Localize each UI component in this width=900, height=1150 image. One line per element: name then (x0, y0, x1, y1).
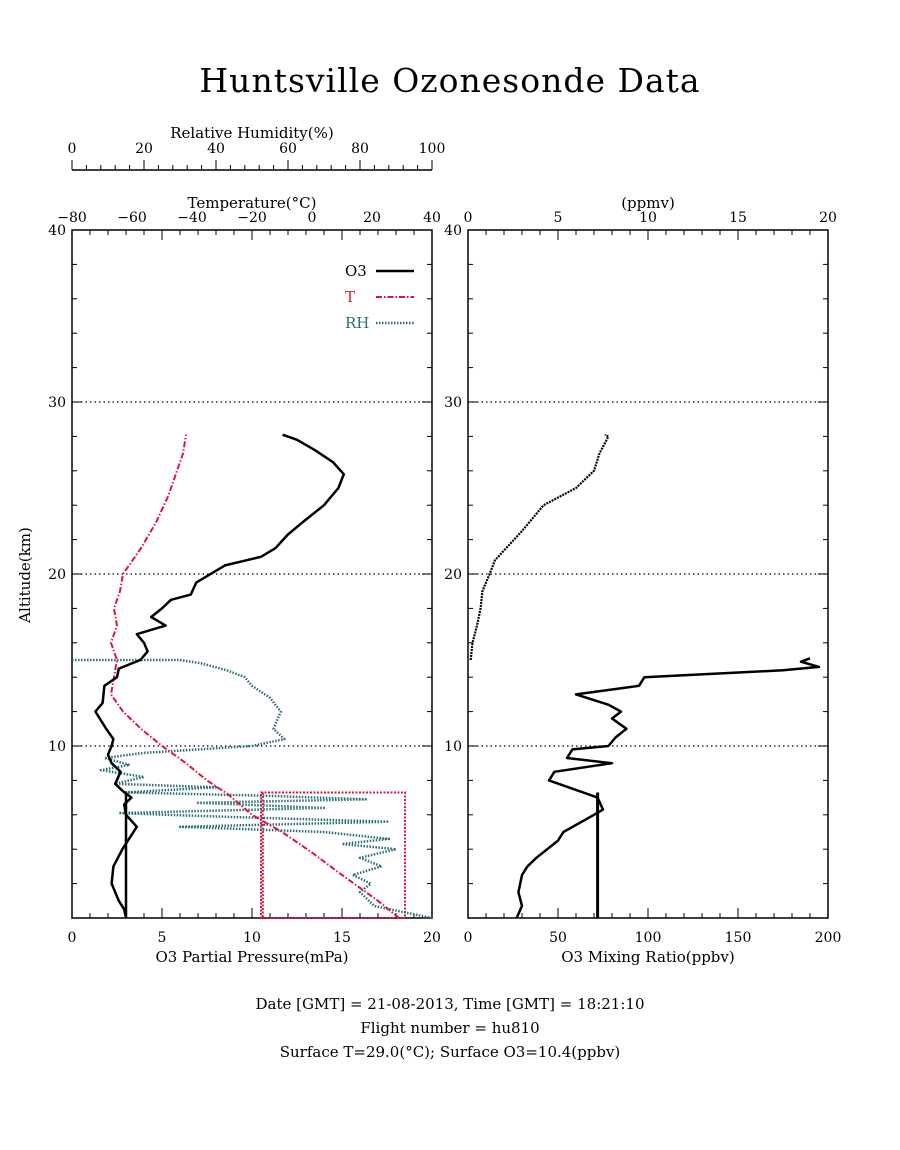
left-y-tick-label: 20 (48, 567, 66, 583)
right-x-tick-label: 50 (549, 930, 567, 946)
left-x-tick-label: 20 (423, 930, 441, 946)
y-axis-label: Altitude(km) (16, 527, 34, 624)
rh-axis-label: Relative Humidity(%) (170, 124, 333, 142)
rh-tick-label: 100 (419, 141, 446, 157)
legend-label-rh: RH (345, 314, 369, 332)
ppmv-tick-label: 20 (819, 210, 837, 226)
right-x-tick-label: 200 (815, 930, 842, 946)
temperature-tick-label: −60 (117, 210, 147, 226)
ppmv-tick-label: 5 (554, 210, 563, 226)
series-o3-partial-pressure-line (94, 433, 346, 919)
series-rh-line (72, 658, 433, 920)
series-o3-mixing-ratio-ppbv-line (515, 657, 821, 919)
series-temperature-line (110, 434, 400, 919)
right-x-tick-label: 150 (725, 930, 752, 946)
rh-tick-label: 60 (279, 141, 297, 157)
left-x-tick-label: 0 (68, 930, 77, 946)
left-x-tick-label: 15 (333, 930, 351, 946)
left-y-tick-label: 30 (48, 395, 66, 411)
footer-surface-values: Surface T=29.0(°C); Surface O3=10.4(ppbv… (279, 1043, 621, 1061)
series-o3-mixing-ratio-ppmv-line (469, 433, 610, 661)
footer-flight-number: Flight number = hu810 (360, 1019, 540, 1037)
temperature-tick-label: 0 (308, 210, 317, 226)
temperature-tick-label: 20 (363, 210, 381, 226)
left-x-tick-label: 5 (158, 930, 167, 946)
left-y-tick-label: 10 (48, 739, 66, 755)
legend: O3 T RH (345, 262, 414, 332)
temperature-tick-label: −80 (57, 210, 87, 226)
footer-date-time: Date [GMT] = 21-08-2013, Time [GMT] = 18… (255, 995, 645, 1013)
temperature-tick-label: −40 (177, 210, 207, 226)
rh-tick-label: 40 (207, 141, 225, 157)
legend-label-o3: O3 (345, 262, 367, 280)
ppmv-axis-label: (ppmv) (621, 194, 675, 212)
legend-label-t: T (345, 288, 355, 306)
temperature-axis-label: Temperature(°C) (188, 194, 317, 212)
ppmv-tick-label: 15 (729, 210, 747, 226)
right-x-tick-label: 100 (635, 930, 662, 946)
rh-tick-label: 20 (135, 141, 153, 157)
ppmv-tick-label: 0 (464, 210, 473, 226)
left-x-tick-label: 10 (243, 930, 261, 946)
right-x-tick-label: 0 (464, 930, 473, 946)
left-y-tick-label: 40 (48, 223, 66, 239)
left-x-axis-label: O3 Partial Pressure(mPa) (155, 948, 348, 966)
right-y-tick-label: 10 (444, 739, 462, 755)
right-y-tick-label: 40 (444, 223, 462, 239)
ppmv-tick-label: 10 (639, 210, 657, 226)
right-y-tick-label: 30 (444, 395, 462, 411)
temperature-tick-label: 40 (423, 210, 441, 226)
right-y-tick-label: 20 (444, 567, 462, 583)
right-x-axis-label: O3 Mixing Ratio(ppbv) (561, 948, 734, 966)
chart-title: Huntsville Ozonesonde Data (199, 61, 700, 100)
temperature-tick-label: −20 (237, 210, 267, 226)
rh-tick-label: 80 (351, 141, 369, 157)
overlay-box (260, 791, 406, 919)
rh-tick-label: 0 (68, 141, 77, 157)
